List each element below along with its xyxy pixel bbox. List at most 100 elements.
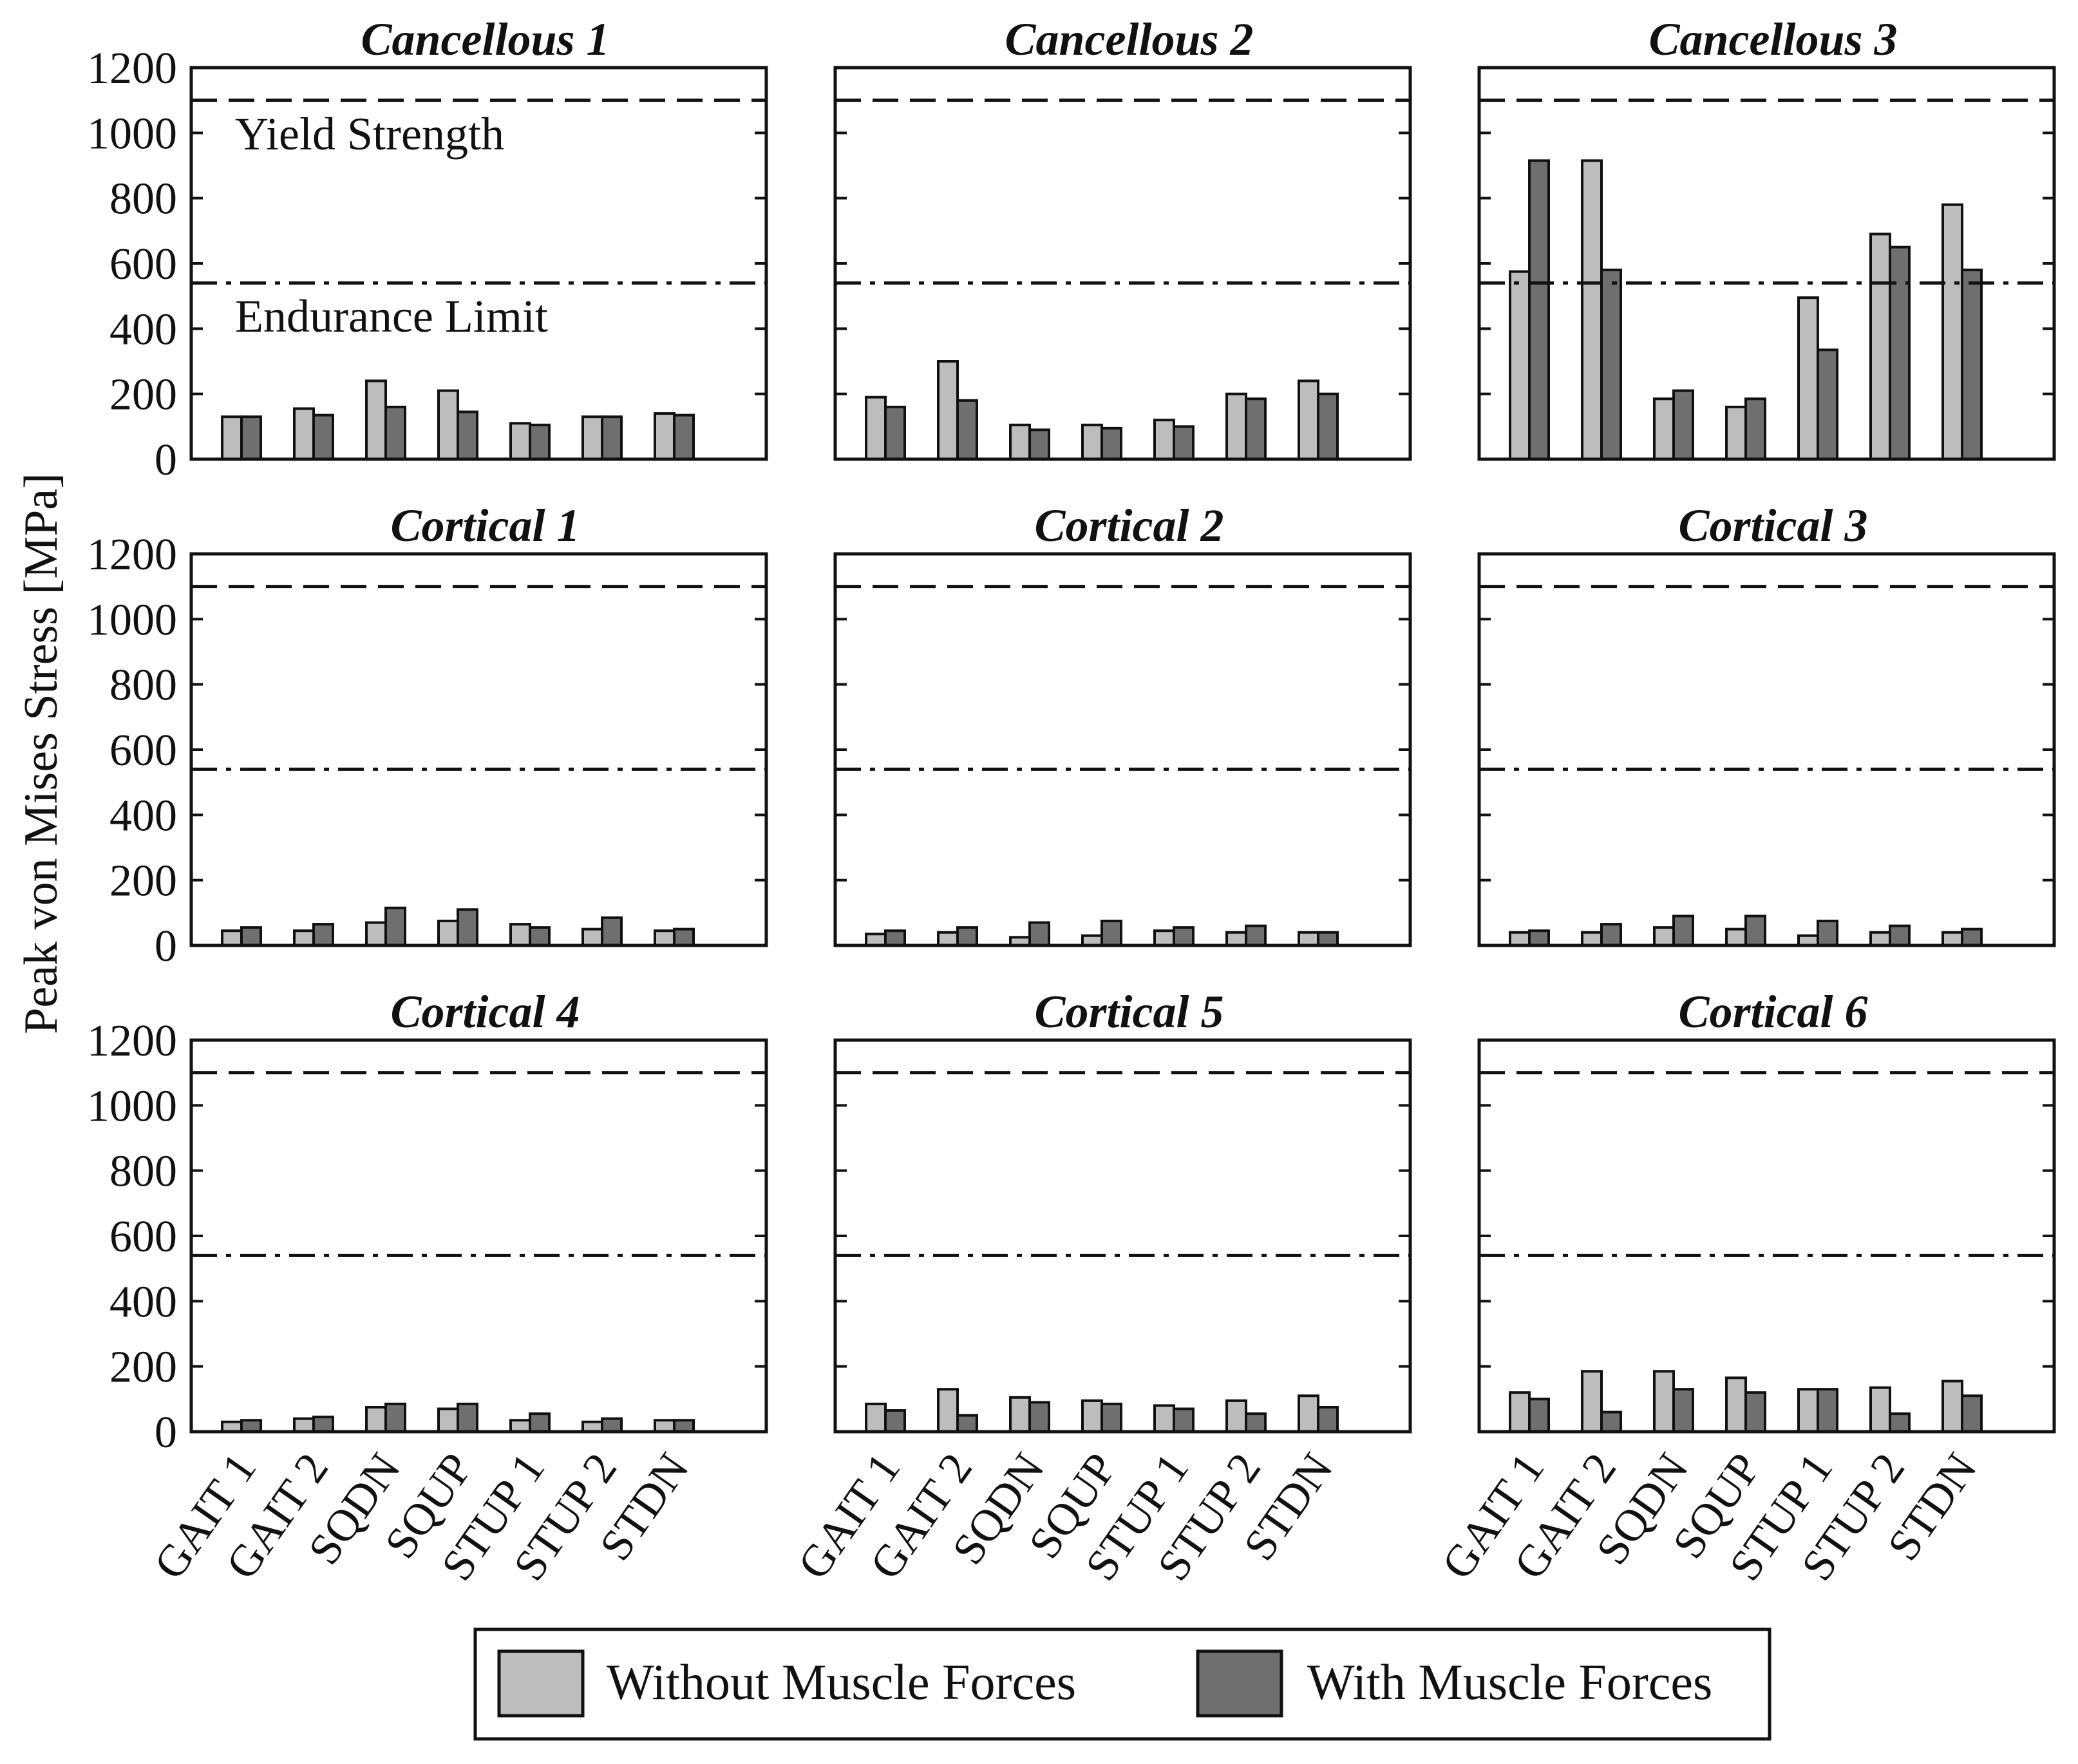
bar-cortical-3-stup-2-with-muscle-forces xyxy=(1889,924,1911,947)
legend-box xyxy=(473,1627,1771,1741)
panel-frame xyxy=(833,66,1412,461)
panel-title-cortical-5: Cortical 5 xyxy=(1034,986,1223,1038)
bar-cortical-4-stdn-with-muscle-forces xyxy=(673,1419,695,1433)
bar-cortical-2-gait-1-with-muscle-forces xyxy=(884,929,906,947)
bar-cancellous-2-stup-1-with-muscle-forces xyxy=(1173,425,1195,460)
bar-cortical-2-squp-with-muscle-forces xyxy=(1100,920,1122,947)
bar-cancellous-2-gait-1-without-muscle-forces xyxy=(865,395,887,461)
bar-cortical-5-stdn-without-muscle-forces xyxy=(1298,1394,1319,1433)
bar-cortical-1-stup-2-without-muscle-forces xyxy=(581,927,603,947)
bar-cancellous-1-stup-1-without-muscle-forces xyxy=(509,422,531,460)
bar-cortical-4-squp-with-muscle-forces xyxy=(457,1402,478,1434)
bar-cancellous-3-squp-with-muscle-forces xyxy=(1744,397,1766,460)
bar-cancellous-3-squp-without-muscle-forces xyxy=(1725,405,1747,461)
endurance-limit-annotation: Endurance Limit xyxy=(235,290,548,342)
bar-cortical-4-stdn-without-muscle-forces xyxy=(654,1419,675,1433)
panel-title-cortical-1: Cortical 1 xyxy=(390,500,580,551)
panel-title-cortical-6: Cortical 6 xyxy=(1678,986,1867,1038)
bar-cancellous-1-sqdn-with-muscle-forces xyxy=(384,405,406,461)
panel-title-cortical-2: Cortical 2 xyxy=(1034,500,1223,551)
panel-cancellous-1: Cancellous 1 0 200 400 600 800 1000 1200 xyxy=(87,14,768,485)
panel-title-cancellous-1: Cancellous 1 xyxy=(361,14,609,65)
panel-title-cortical-4: Cortical 4 xyxy=(390,986,580,1038)
bar-cancellous-1-gait-2-with-muscle-forces xyxy=(312,413,334,460)
bar-cortical-1-squp-with-muscle-forces xyxy=(457,908,478,947)
bar-cortical-5-gait-2-with-muscle-forces xyxy=(956,1414,978,1434)
y-tick-label: 600 xyxy=(109,1212,177,1262)
bar-cancellous-2-stup-2-without-muscle-forces xyxy=(1225,392,1247,461)
bar-cancellous-3-sqdn-without-muscle-forces xyxy=(1653,397,1675,460)
bar-cortical-5-stup-1-without-muscle-forces xyxy=(1153,1404,1175,1433)
bar-cortical-4-stup-1-with-muscle-forces xyxy=(529,1412,551,1433)
bar-cancellous-2-squp-with-muscle-forces xyxy=(1100,426,1122,460)
y-tick-label: 400 xyxy=(109,305,177,354)
bar-cortical-1-gait-2-without-muscle-forces xyxy=(293,929,315,947)
bar-cancellous-3-stup-2-without-muscle-forces xyxy=(1869,232,1891,460)
bar-cortical-6-gait-2-with-muscle-forces xyxy=(1600,1410,1622,1434)
bar-cortical-6-gait-1-without-muscle-forces xyxy=(1509,1391,1531,1433)
panel-cortical-2: Cortical 2 xyxy=(833,500,1412,947)
legend-label-without-muscle-forces: Without Muscle Forces xyxy=(607,1654,1076,1710)
bar-cortical-4-sqdn-without-muscle-forces xyxy=(365,1406,387,1433)
y-tick-label: 0 xyxy=(155,1408,177,1457)
bar-cortical-6-gait-1-with-muscle-forces xyxy=(1528,1398,1550,1433)
panel-title-cancellous-3: Cancellous 3 xyxy=(1648,14,1897,65)
legend-swatch-with-muscle-forces xyxy=(1196,1649,1283,1718)
legend: Without Muscle Forces With Muscle Forces xyxy=(473,1627,1771,1741)
bar-cancellous-1-sqdn-without-muscle-forces xyxy=(365,379,387,461)
bar-cortical-5-gait-1-with-muscle-forces xyxy=(884,1409,906,1433)
panel-cortical-1: Cortical 1 0 200 400 600 800 1000 1200 xyxy=(87,500,768,971)
bar-cortical-3-stdn-without-muscle-forces xyxy=(1941,931,1963,947)
bar-cortical-5-stup-1-with-muscle-forces xyxy=(1173,1407,1195,1434)
bar-cancellous-1-stup-2-without-muscle-forces xyxy=(581,415,603,461)
bar-cancellous-2-gait-1-with-muscle-forces xyxy=(884,405,906,461)
bar-cancellous-1-stdn-without-muscle-forces xyxy=(654,412,675,460)
bar-cancellous-3-stup-1-with-muscle-forces xyxy=(1817,348,1838,460)
y-tick-label: 1000 xyxy=(87,595,177,645)
y-tick-label: 800 xyxy=(109,661,177,710)
bar-cancellous-3-stdn-without-muscle-forces xyxy=(1941,203,1963,460)
bar-cortical-1-stup-1-without-muscle-forces xyxy=(509,923,531,947)
bar-cortical-3-squp-with-muscle-forces xyxy=(1744,915,1766,947)
bar-cortical-6-squp-without-muscle-forces xyxy=(1725,1376,1747,1433)
bar-cortical-5-stup-2-without-muscle-forces xyxy=(1225,1399,1247,1434)
bar-cortical-4-gait-2-with-muscle-forces xyxy=(312,1416,334,1433)
panel-frame xyxy=(833,552,1412,947)
y-tick-label: 1200 xyxy=(87,530,177,580)
bar-cortical-6-squp-with-muscle-forces xyxy=(1744,1391,1766,1433)
bar-cortical-3-stup-2-without-muscle-forces xyxy=(1869,931,1891,947)
y-tick-label: 800 xyxy=(109,1147,177,1197)
panel-frame xyxy=(1477,552,2056,947)
bar-cancellous-1-stdn-with-muscle-forces xyxy=(673,413,695,460)
panel-frame xyxy=(189,66,768,461)
panel-grid: Cancellous 1020040060080010001200Cancell… xyxy=(87,14,2056,1589)
bar-cancellous-3-gait-2-with-muscle-forces xyxy=(1600,269,1622,460)
bar-cortical-2-sqdn-with-muscle-forces xyxy=(1028,921,1050,947)
bar-cortical-4-stup-2-with-muscle-forces xyxy=(601,1417,623,1434)
bar-cortical-3-sqdn-with-muscle-forces xyxy=(1672,915,1694,947)
bar-cortical-1-stdn-with-muscle-forces xyxy=(673,927,695,947)
bar-cortical-6-stdn-without-muscle-forces xyxy=(1941,1380,1963,1433)
bar-cortical-3-stdn-with-muscle-forces xyxy=(1961,927,1983,947)
bar-cancellous-1-squp-with-muscle-forces xyxy=(457,410,478,460)
bar-cortical-3-gait-2-without-muscle-forces xyxy=(1581,931,1603,947)
bar-cancellous-3-stup-2-with-muscle-forces xyxy=(1889,245,1911,460)
bar-cortical-3-gait-1-with-muscle-forces xyxy=(1528,929,1550,947)
bar-cortical-6-stup-2-with-muscle-forces xyxy=(1889,1412,1911,1433)
bar-cortical-3-squp-without-muscle-forces xyxy=(1725,927,1747,947)
bar-cancellous-3-gait-1-without-muscle-forces xyxy=(1509,270,1531,460)
bar-cancellous-2-gait-2-without-muscle-forces xyxy=(937,360,959,460)
panel-title-cortical-3: Cortical 3 xyxy=(1678,500,1867,551)
bar-cancellous-1-squp-without-muscle-forces xyxy=(437,389,459,460)
bar-cortical-3-stup-1-with-muscle-forces xyxy=(1817,920,1838,947)
bar-cortical-5-sqdn-with-muscle-forces xyxy=(1028,1401,1050,1433)
bar-cancellous-2-gait-2-with-muscle-forces xyxy=(956,399,978,460)
y-tick-label: 1200 xyxy=(87,1016,177,1066)
bar-cortical-1-squp-without-muscle-forces xyxy=(437,920,459,947)
bar-cortical-2-stup-2-with-muscle-forces xyxy=(1245,924,1267,947)
bar-cortical-1-gait-1-without-muscle-forces xyxy=(221,929,243,947)
bar-cortical-5-squp-with-muscle-forces xyxy=(1100,1402,1122,1434)
panel-frame xyxy=(833,1038,1412,1434)
y-tick-label: 600 xyxy=(109,726,177,775)
